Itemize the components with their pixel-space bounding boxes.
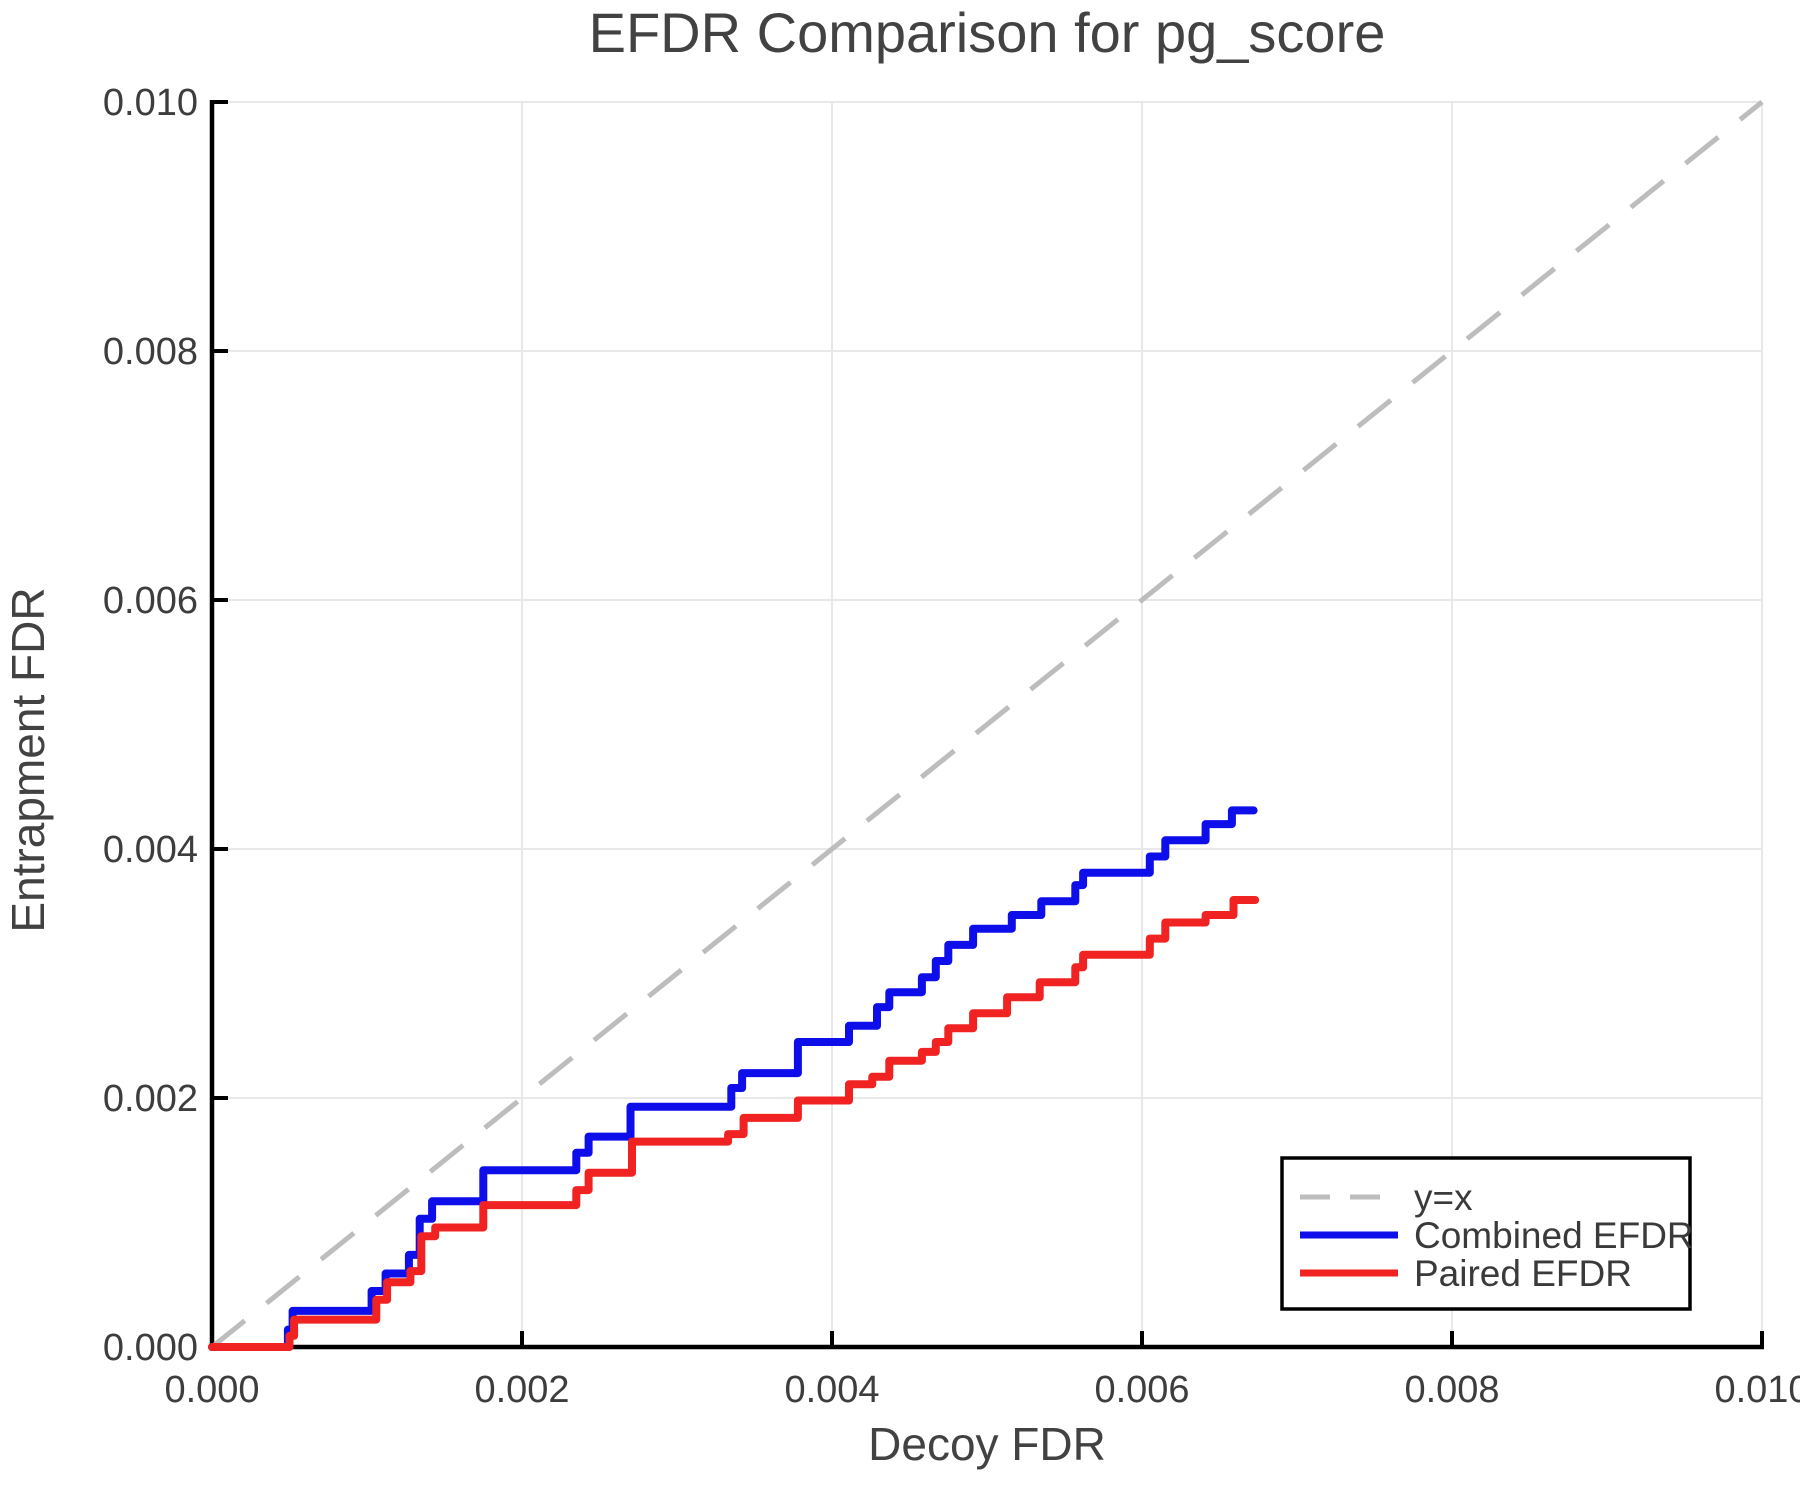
- gridlines: [212, 101, 1763, 1347]
- identity-line: [210, 100, 1764, 1349]
- x-ticks: [210, 1331, 1764, 1347]
- y-tick-label: 0.004: [103, 829, 198, 871]
- y-tick-label: 0.010: [103, 82, 198, 124]
- axes: 0.000 0.002 0.004 0.006 0.008 0.010 0.0000.00…: [103, 82, 1800, 1411]
- y-tick-label: 0.006: [103, 580, 198, 622]
- combined-efdr-line: [208, 806, 1258, 1351]
- legend-combined-label: Combined EFDR: [1414, 1215, 1694, 1256]
- x-tick-labels: 0.000 0.002 0.004 0.006 0.008 0.010: [164, 1369, 1800, 1411]
- x-tick-label: 0.006: [1094, 1369, 1189, 1411]
- y-tick-label: 0.000: [103, 1327, 198, 1369]
- y-tick-label: 0.008: [103, 331, 198, 373]
- legend-identity-label: y=x: [1414, 1177, 1473, 1218]
- y-axis-label: Entrapment FDR: [2, 587, 54, 932]
- x-tick-label: 0.010: [1714, 1369, 1800, 1411]
- x-tick-label: 0.002: [474, 1369, 569, 1411]
- x-tick-label: 0.000: [164, 1369, 259, 1411]
- paired-efdr-line: [208, 896, 1260, 1351]
- x-axis-label: Decoy FDR: [868, 1418, 1106, 1470]
- y-tick-label: 0.002: [103, 1078, 198, 1120]
- x-tick-label: 0.004: [784, 1369, 879, 1411]
- legend-paired-label: Paired EFDR: [1414, 1253, 1632, 1294]
- y-tick-labels: 0.000 0.002 0.004 0.006 0.008 0.010: [103, 82, 198, 1369]
- x-tick-label: 0.008: [1404, 1369, 1499, 1411]
- legend: y=x Combined EFDR Paired EFDR: [1280, 1156, 1694, 1311]
- chart-title: EFDR Comparison for pg_score: [589, 1, 1386, 64]
